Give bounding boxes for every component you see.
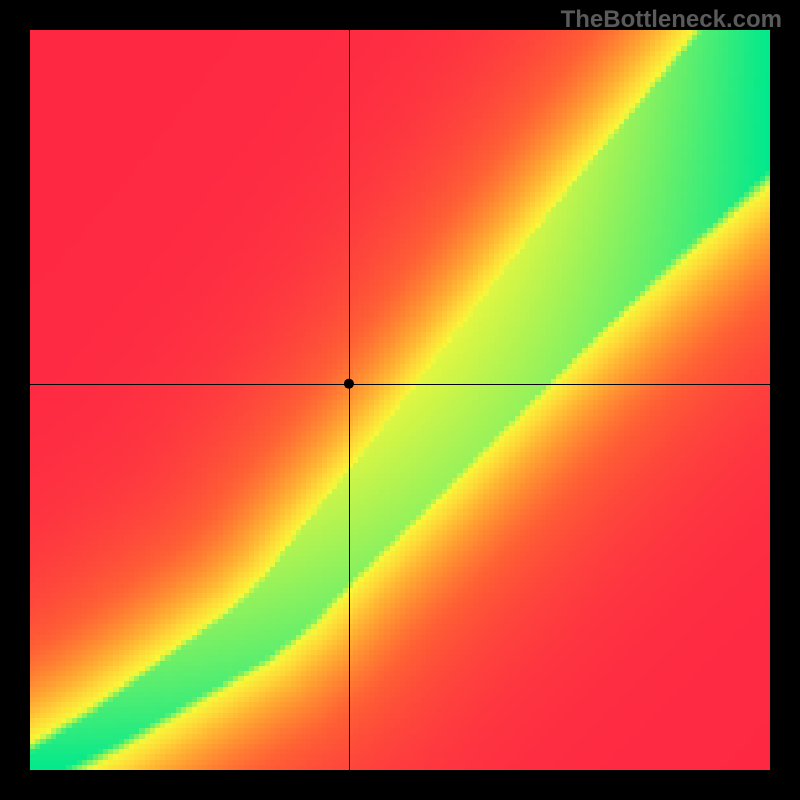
watermark-text: TheBottleneck.com (561, 6, 782, 34)
bottleneck-heatmap (0, 0, 800, 800)
chart-container: TheBottleneck.com (0, 0, 800, 800)
